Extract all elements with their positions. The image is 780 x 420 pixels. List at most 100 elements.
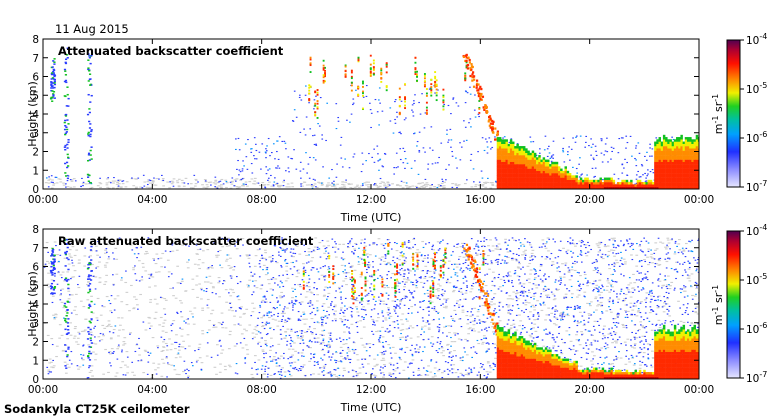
noise-cell [662,284,666,286]
cloud-cell [538,168,541,171]
cloud-cell [573,179,576,183]
noise-cell [54,316,58,318]
speckle-cell [298,96,301,99]
noise-cell [508,295,512,297]
noise-cell [295,276,299,278]
noise-cell [117,186,120,188]
speckle-cell [403,275,405,278]
noise-cell [264,301,268,303]
cloud-cell [660,159,664,162]
streak-cell [66,119,69,121]
noise-cell [583,291,587,293]
cloud-cell [686,168,690,171]
front-cell [476,89,479,92]
cirrus-cell [357,94,360,96]
speckle-cell [304,271,307,273]
cloud-cell [689,168,692,171]
speckle-cell [321,359,324,361]
noise-cell [141,266,145,268]
cloud-cell [520,182,524,185]
cirrus-cell [380,72,383,75]
cloud-cell [496,179,500,183]
cloud-cell [682,184,686,187]
streak-cell [53,69,56,71]
cloud-cell [571,184,574,187]
cloud-cell [680,152,683,156]
noise-cell [291,287,294,289]
noise-cell [191,288,195,291]
noise-cell [284,331,288,333]
cloud-cell [547,179,550,183]
noise-cell [215,344,219,346]
noise-cell [365,184,368,186]
speckle-cell [412,115,415,117]
speckle-cell [313,134,316,136]
cloud-cell [678,148,681,151]
noise-cell [50,187,54,189]
speckle-cell [417,351,420,354]
cloud-cell [529,184,532,187]
speckle-cell [586,174,588,176]
cloud-cell [595,182,598,185]
cloud-cell [627,182,631,185]
speckle-cell [576,172,579,174]
cloud-cell [658,161,662,165]
cirrus-cell [344,64,347,67]
noise-cell [156,367,160,369]
noise-cell [361,262,365,264]
noise-cell [378,185,382,187]
cloud-cell [533,184,537,187]
speckle-cell [485,239,488,241]
speckle-cell [650,249,652,251]
streak-cell [64,58,68,61]
noise-cell [144,270,148,272]
speckle-cell [293,90,296,92]
noise-cell [281,248,284,250]
noise-cell [161,325,165,327]
cloud-cell [551,175,554,178]
noise-cell [334,304,337,306]
cloud-cell [695,175,699,178]
noise-cell [418,182,422,185]
noise-cell [409,270,412,272]
cloud-cell [542,157,546,160]
speckle-cell [255,143,257,145]
noise-cell [465,314,469,317]
noise-cell [512,323,516,325]
speckle-cell [327,351,330,353]
streak-cell [88,73,92,75]
noise-cell [655,263,659,265]
cloud-cell [695,157,699,160]
y-tick-label: 7 [32,53,39,65]
cloud-cell [601,186,605,189]
noise-cell [364,245,368,247]
speckle-cell [277,165,279,167]
streak-cell [52,70,55,73]
noise-cell [456,185,460,187]
cloud-cell [693,177,696,180]
speckle-cell [452,97,455,99]
speckle-cell [291,362,293,364]
noise-cell [547,250,550,252]
front-cell [470,68,473,71]
cloud-cell [555,182,559,185]
cloud-cell [522,161,526,165]
cloud-cell [503,175,506,178]
cloud-cell [669,184,672,187]
noise-cell [450,341,454,343]
cloud-cell [496,164,500,167]
speckle-cell [67,175,70,177]
noise-cell [50,279,54,281]
noise-cell [596,305,599,307]
cloud-cell [540,170,543,174]
noise-cell [360,239,364,241]
cloud-cell [654,161,657,165]
streak-cell [64,124,67,127]
noise-cell [615,259,618,261]
cloud-cell [660,182,664,185]
noise-cell [248,181,252,183]
noise-cell [399,329,403,331]
cloud-cell [669,186,672,189]
cloud-cell [538,186,541,189]
